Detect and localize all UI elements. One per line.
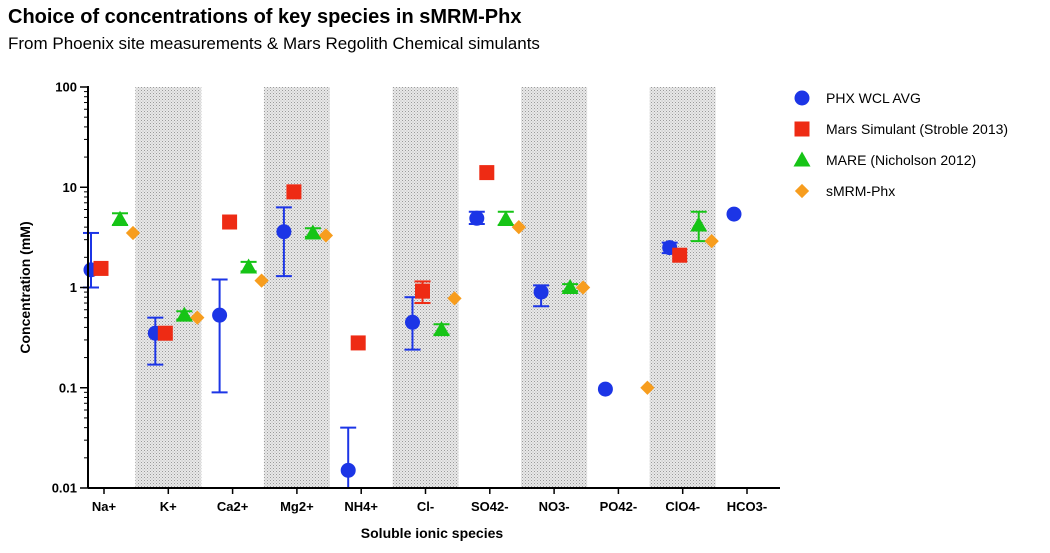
x-tick-label: NH4+ (344, 499, 378, 514)
data-point-diamond (125, 225, 141, 241)
data-point-triangle (304, 224, 322, 240)
axes: 0.01 0.1 1 10 100 Na+ K+ Ca2+ Mg2+ NH4+ Cl- SO42- NO… (17, 80, 780, 541)
data-point-triangle (497, 210, 515, 226)
y-tick-label: 0.01 (52, 481, 77, 496)
data-point-diamond (575, 280, 591, 295)
data-point-circle (405, 314, 420, 330)
legend-label: sMRM-Phx (826, 183, 895, 199)
y-tick-label: 0.1 (59, 380, 77, 395)
x-tick-label: K+ (160, 499, 177, 514)
shaded-band-1 (135, 87, 202, 488)
y-axis-title: Concentration (mM) (17, 221, 33, 353)
x-tick-label: PO42- (600, 499, 638, 514)
data-points (83, 165, 742, 478)
x-tick-label: NO3- (539, 499, 570, 514)
data-point-square (93, 260, 109, 276)
data-point-diamond (318, 228, 334, 243)
y-tick-label: 10 (63, 180, 77, 195)
legend-label: MARE (Nicholson 2012) (826, 152, 976, 168)
data-point-triangle (561, 279, 579, 294)
data-point-circle (597, 381, 613, 397)
data-point-square (157, 325, 173, 341)
y-tick-label: 100 (55, 80, 77, 95)
y-tick-label: 1 (70, 280, 77, 295)
shaded-bands (135, 87, 716, 488)
data-point-diamond (254, 273, 269, 288)
shaded-band-3 (263, 87, 330, 488)
data-point-circle (212, 307, 228, 323)
x-tick-label: ClO4- (665, 499, 700, 514)
legend-marker-circle (794, 90, 810, 106)
data-point-circle (276, 224, 292, 240)
chart-subtitle: From Phoenix site measurements & Mars Re… (8, 34, 540, 53)
data-point-circle (340, 462, 356, 478)
x-tick-label: Cl- (417, 499, 434, 514)
data-point-circle (726, 206, 742, 222)
data-point-square (415, 283, 430, 299)
data-point-square (350, 335, 366, 351)
data-point-triangle (433, 321, 450, 337)
x-tick-label: Ca2+ (217, 499, 249, 514)
data-point-triangle (690, 216, 708, 232)
shaded-band-9 (649, 87, 716, 488)
legend-marker-square (794, 121, 810, 137)
x-tick-label: HCO3- (727, 499, 767, 514)
data-point-circle (469, 210, 485, 226)
data-point-square (286, 184, 302, 200)
chart-title: Choice of concentrations of key species … (8, 6, 522, 28)
data-point-triangle (175, 306, 193, 322)
data-point-diamond (640, 380, 655, 395)
data-point-square (222, 214, 238, 230)
x-tick-label: Na+ (92, 499, 117, 514)
legend-marker-triangle (793, 151, 811, 167)
legend: PHX WCL AVG Mars Simulant (Stroble 2013) M… (793, 90, 1008, 199)
data-point-triangle (111, 210, 129, 226)
x-tick-label: Mg2+ (280, 499, 314, 514)
data-point-diamond (190, 310, 205, 325)
legend-label: Mars Simulant (Stroble 2013) (826, 121, 1008, 137)
data-point-diamond (447, 291, 462, 306)
data-point-square (479, 165, 495, 181)
legend-marker-diamond (794, 183, 810, 199)
data-point-diamond (704, 234, 719, 249)
x-tick-label: SO42- (471, 499, 509, 514)
legend-label: PHX WCL AVG (826, 90, 921, 106)
data-point-diamond (511, 220, 526, 235)
data-point-square (672, 247, 688, 263)
data-point-triangle (240, 258, 258, 274)
x-axis-title: Soluble ionic species (361, 525, 504, 541)
data-point-circle (533, 284, 549, 300)
